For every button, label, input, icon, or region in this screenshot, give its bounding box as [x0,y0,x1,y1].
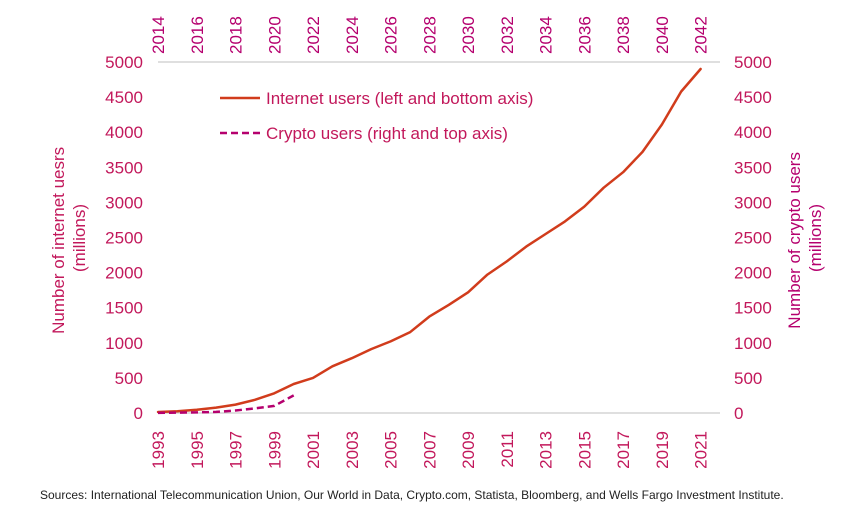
right-tick-label: 1500 [734,299,772,318]
bottom-tick-label: 2011 [498,431,517,468]
left-tick-label: 3000 [105,193,143,212]
left-tick-label: 4000 [105,123,143,142]
left-tick-label: 4500 [105,88,143,107]
top-tick-label: 2028 [420,16,439,54]
left-tick-label: 1000 [105,334,143,353]
legend: Internet users (left and bottom axis) Cr… [220,89,533,143]
top-tick-label: 2030 [459,16,478,54]
top-tick-label: 2036 [575,16,594,54]
left-tick-label: 3500 [105,158,143,177]
right-axis-title-line2: (millions) [806,204,825,272]
legend-crypto-label: Crypto users (right and top axis) [266,124,508,143]
source-note: Sources: International Telecommunication… [40,488,784,502]
top-tick-label: 2022 [304,16,323,54]
left-tick-label: 2500 [105,229,143,248]
right-tick-label: 4000 [734,123,772,142]
top-tick-label: 2016 [188,16,207,54]
bottom-tick-label: 2007 [420,431,439,469]
bottom-tick-label: 2017 [614,431,633,469]
top-tick-label: 2038 [614,16,633,54]
bottom-axis-ticks: 1993 1995 1997 1999 2001 2003 2005 2007 2009 2011… [149,431,711,469]
right-axis-ticks: 0 500 1000 1500 2000 2500 3000 3500 4000 4500 5000 [734,53,772,423]
right-tick-label: 4500 [734,88,772,107]
top-tick-label: 2026 [382,16,401,54]
right-axis-title-line1: Number of crypto users [785,152,804,329]
right-tick-label: 5000 [734,53,772,72]
internet-users-line [156,67,702,414]
bottom-tick-label: 2013 [537,431,556,469]
top-axis-ticks: 2014 2016 2018 2020 2022 2024 2026 2028 2030 2032… [149,16,711,54]
top-tick-label: 2018 [227,16,246,54]
top-tick-label: 2034 [537,16,556,54]
top-tick-label: 2042 [692,16,711,54]
left-tick-label: 2000 [105,264,143,283]
left-axis-title-line1: Number of internet uesrs [49,147,68,334]
top-tick-label: 2040 [653,16,672,54]
top-tick-label: 2024 [343,16,362,54]
bottom-tick-label: 1999 [265,431,284,469]
right-tick-label: 1000 [734,334,772,353]
bottom-tick-label: 1993 [149,431,168,469]
right-tick-label: 0 [734,404,743,423]
bottom-tick-label: 2005 [382,431,401,469]
right-tick-label: 2500 [734,229,772,248]
bottom-tick-label: 2019 [653,431,672,469]
top-tick-label: 2014 [149,16,168,54]
right-tick-label: 3000 [734,193,772,212]
right-tick-label: 500 [734,369,762,388]
line-chart: 0500100015002000250030003500400045005000… [49,16,825,469]
bottom-tick-label: 2009 [459,431,478,469]
bottom-tick-label: 2021 [692,431,711,469]
left-tick-label: 0 [134,404,143,423]
bottom-tick-label: 1995 [188,431,207,469]
top-tick-label: 2020 [265,16,284,54]
left-axis-ticks: 0 500 1000 1500 2000 2500 3000 3500 4000 4500 5000 [105,53,143,423]
bottom-tick-label: 2015 [575,431,594,469]
right-tick-label: 2000 [734,264,772,283]
series-layer [156,67,702,415]
left-axis-title: Number of internet uesrs (millions) [49,142,89,334]
top-tick-label: 2032 [498,16,517,54]
crypto-users-line [157,394,295,415]
bottom-tick-label: 2001 [304,431,323,469]
bottom-tick-label: 2003 [343,431,362,469]
right-axis-title: Number of crypto users (millions) [785,147,825,328]
left-tick-label: 1500 [105,299,143,318]
left-axis-title-line2: (millions) [70,204,89,272]
left-tick-label: 5000 [105,53,143,72]
bottom-tick-label: 1997 [227,431,246,469]
right-tick-label: 3500 [734,158,772,177]
left-tick-label: 500 [115,369,143,388]
legend-internet-label: Internet users (left and bottom axis) [266,89,533,108]
